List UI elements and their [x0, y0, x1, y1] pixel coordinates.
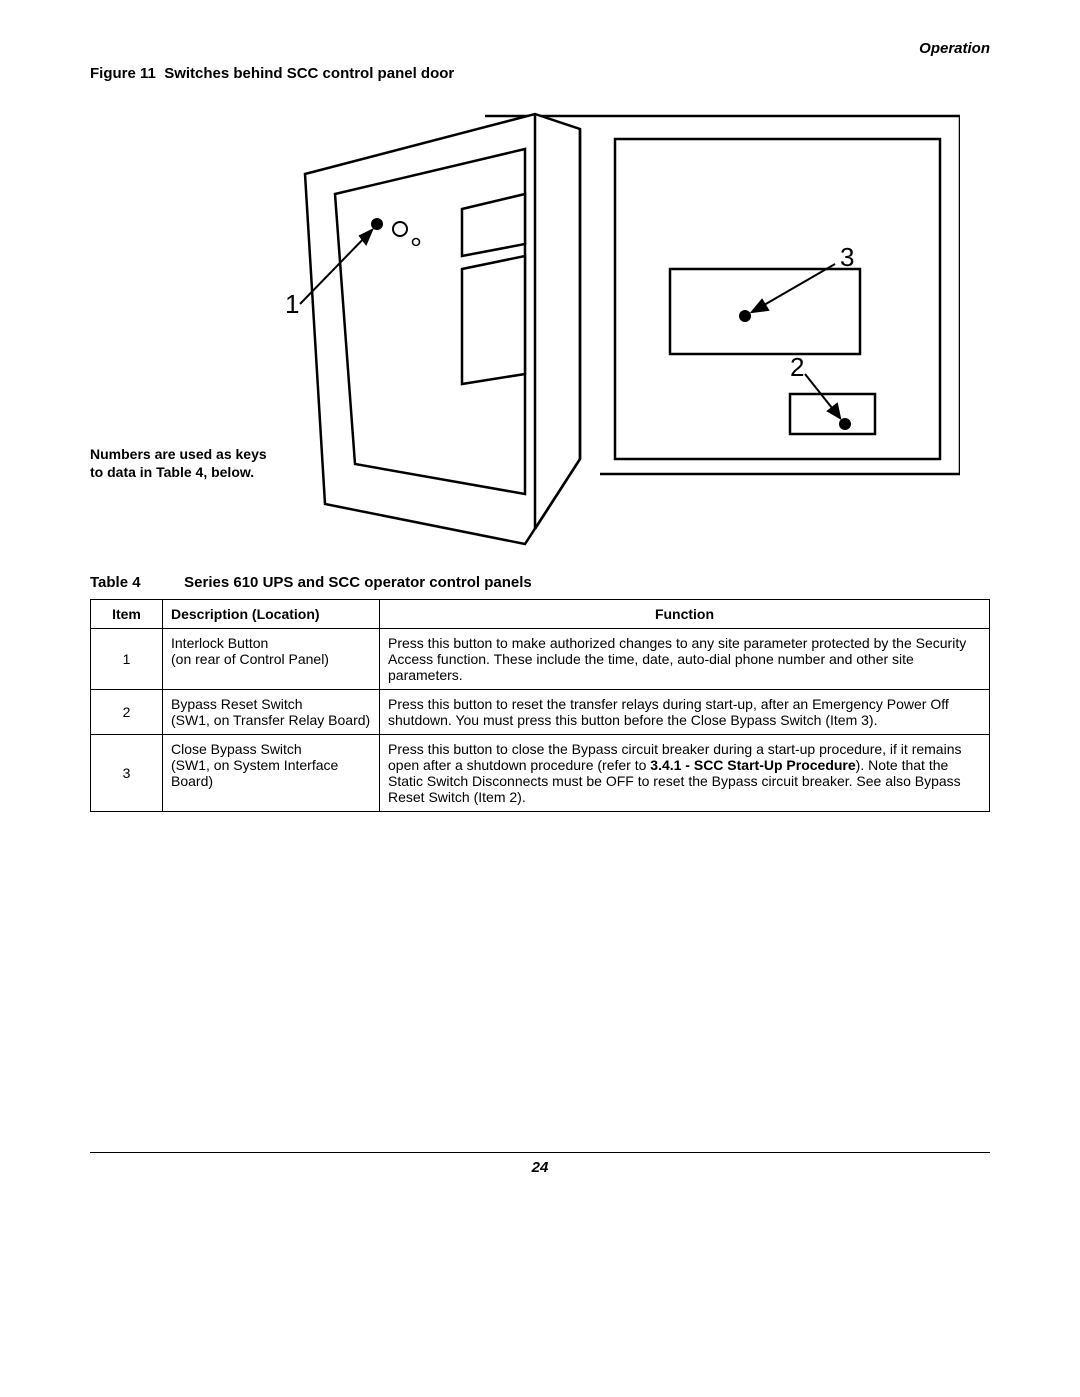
table-label: Table 4 — [90, 574, 180, 591]
table-header-row: Item Description (Location) Function — [91, 600, 990, 629]
table-caption: Table 4 Series 610 UPS and SCC operator … — [90, 574, 990, 591]
cell-desc: Bypass Reset Switch (SW1, on Transfer Re… — [163, 690, 380, 735]
figure-caption: Figure 11 Switches behind SCC control pa… — [90, 65, 990, 82]
page-number: 24 — [90, 1153, 990, 1176]
table-row: 3 Close Bypass Switch (SW1, on System In… — [91, 735, 990, 812]
callout-1: 1 — [285, 289, 299, 320]
cell-desc: Close Bypass Switch (SW1, on System Inte… — [163, 735, 380, 812]
cell-func: Press this button to close the Bypass ci… — [380, 735, 990, 812]
diagram-area: 1 3 2 Numbers are used as keys to data i… — [90, 94, 990, 554]
cell-func: Press this button to make authorized cha… — [380, 629, 990, 690]
cell-item: 3 — [91, 735, 163, 812]
cell-desc: Interlock Button (on rear of Control Pan… — [163, 629, 380, 690]
cell-item: 2 — [91, 690, 163, 735]
cell-func: Press this button to reset the transfer … — [380, 690, 990, 735]
figure-title-text: Switches behind SCC control panel door — [164, 65, 454, 82]
table-row: 1 Interlock Button (on rear of Control P… — [91, 629, 990, 690]
interlock-button-dot — [371, 218, 383, 230]
table-row: 2 Bypass Reset Switch (SW1, on Transfer … — [91, 690, 990, 735]
callout-2: 2 — [790, 352, 804, 383]
panel-diagram — [180, 94, 960, 554]
func-bold: 3.4.1 - SCC Start-Up Procedure — [650, 757, 855, 773]
control-panel-table: Item Description (Location) Function 1 I… — [90, 599, 990, 812]
col-description: Description (Location) — [163, 600, 380, 629]
cell-item: 1 — [91, 629, 163, 690]
col-item: Item — [91, 600, 163, 629]
figure-label: Figure 11 — [90, 65, 156, 82]
table-title-text: Series 610 UPS and SCC operator control … — [184, 574, 532, 591]
page-container: Operation Figure 11 Switches behind SCC … — [90, 40, 990, 1340]
section-header: Operation — [90, 40, 990, 57]
diagram-note: Numbers are used as keys to data in Tabl… — [90, 446, 270, 481]
callout-3: 3 — [840, 242, 854, 273]
col-function: Function — [380, 600, 990, 629]
